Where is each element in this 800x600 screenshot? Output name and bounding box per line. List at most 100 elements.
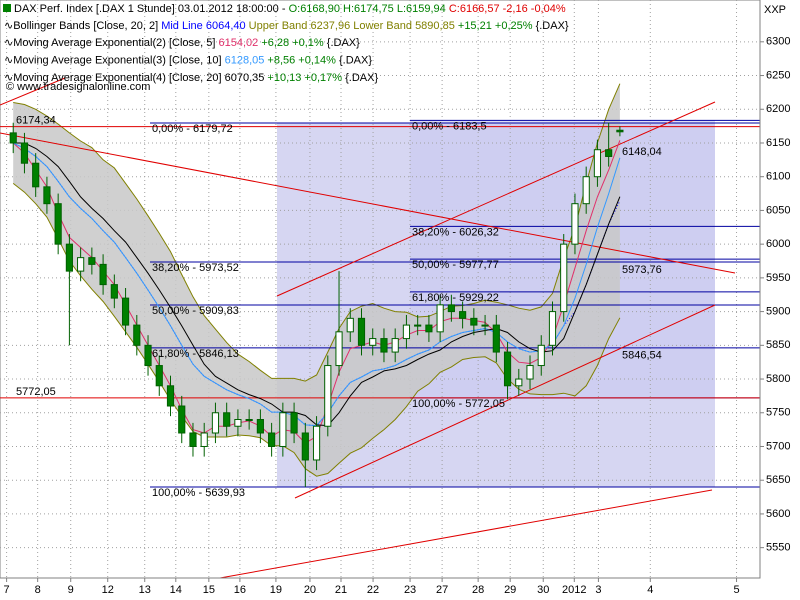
- candle-body: [357, 317, 366, 346]
- candle-body: [402, 324, 411, 340]
- x-tick-label: 5: [733, 584, 739, 596]
- candle-body: [155, 365, 163, 387]
- candle-body: [312, 425, 321, 461]
- candle-body: [279, 412, 287, 447]
- y-tick-label: 6000: [766, 238, 790, 250]
- upper-band: [13, 83, 621, 382]
- fib-label: 0,00% - 6183,5: [412, 120, 487, 132]
- fib-label: 38,20% - 6026,32: [412, 226, 499, 238]
- fib-label: 38,20% - 5973,52: [152, 262, 239, 274]
- candle-body: [380, 338, 388, 353]
- candle-body: [324, 365, 332, 427]
- candle-body: [223, 412, 231, 427]
- x-tick-label: 21: [335, 584, 347, 596]
- legend-symbol: {.DAX}: [536, 20, 569, 32]
- x-tick-label: 15: [203, 584, 215, 596]
- legend-name: Upper Band: [249, 20, 308, 32]
- x-tick-label: 23: [404, 584, 416, 596]
- y-tick-label: 5850: [766, 339, 790, 351]
- copyright: © www.tradesignalonline.com: [6, 81, 150, 93]
- candle-body: [166, 385, 175, 407]
- y-tick-label: 6200: [766, 103, 790, 115]
- fib-label: 61,80% - 5846,13: [152, 348, 239, 360]
- legend-value: 6154,02: [218, 37, 258, 49]
- legend-name: Lower Band: [353, 20, 412, 32]
- legend-symbol: {.DAX}: [345, 72, 378, 84]
- level-label: 5772,05: [16, 386, 56, 398]
- channel-label: 5846,54: [622, 350, 662, 362]
- x-tick-label: 13: [139, 584, 151, 596]
- x-tick-label: 7: [4, 584, 10, 596]
- candle-body: [32, 162, 40, 188]
- candle-body: [537, 344, 545, 367]
- y-tick-label: 5950: [766, 272, 790, 284]
- candle-body: [189, 432, 197, 447]
- trend-line: [0, 132, 736, 274]
- x-tick-label: 3: [595, 584, 601, 596]
- legend-change: +6,28 +0,1%: [261, 37, 324, 49]
- fib-label: 0,00% - 6179,72: [152, 123, 233, 135]
- x-tick-label: 19: [270, 584, 282, 596]
- level-label: 6174,34: [16, 114, 56, 126]
- header-ohl: O:6168,90 H:6174,75 L:6159,94: [289, 3, 446, 15]
- y-tick-label: 6100: [766, 171, 790, 183]
- candle-body: [211, 412, 220, 434]
- candle-body: [88, 257, 96, 265]
- legend-change: +8,56 +0,14%: [267, 54, 336, 66]
- legend-name: Moving Average Exponential(2) [Close, 5]: [13, 37, 215, 49]
- candle-body: [515, 378, 523, 387]
- legend-value: 6237,96: [310, 20, 350, 32]
- legend-line: ∿Bollinger Bands [Close, 20, 2] Mid Line…: [4, 20, 569, 32]
- trend-line: [294, 304, 716, 499]
- legend-line: DAX Perf. Index [.DAX 1 Stunde] 03.01.20…: [14, 3, 566, 15]
- x-tick-label: 30: [537, 584, 549, 596]
- legend-name: Moving Average Exponential(3) [Close, 10…: [13, 54, 221, 66]
- candle-body: [470, 317, 478, 326]
- candle-body: [77, 257, 85, 272]
- legend-symbol: {.DAX}: [339, 54, 372, 66]
- candle-body: [301, 432, 309, 461]
- candle-body: [335, 331, 343, 367]
- candle-body: [548, 311, 557, 346]
- y-tick-label: 5750: [766, 407, 790, 419]
- candle-body: [9, 132, 17, 144]
- legend-change: +10,13 +0,17%: [267, 72, 342, 84]
- candle-body: [492, 324, 500, 353]
- fib-label: 61,80% - 5929,22: [412, 292, 499, 304]
- x-tick-label: 29: [504, 584, 516, 596]
- candle-body: [447, 304, 455, 313]
- currency-label: XXP: [764, 4, 786, 16]
- trend-lines: [0, 77, 736, 579]
- candle-body: [54, 203, 62, 245]
- legend-icon: [3, 4, 11, 12]
- candle-body: [414, 324, 422, 327]
- y-tick-label: 5550: [766, 542, 790, 554]
- candle-body: [391, 338, 399, 353]
- candle-body: [436, 304, 444, 333]
- candle-body: [121, 297, 130, 326]
- x-tick-label: 12: [102, 584, 114, 596]
- text-layer: 5550 5600 5650 5700 5750 5800 5850 5900 5950 6000…: [4, 4, 791, 596]
- candle-body: [526, 365, 534, 380]
- candle-body: [425, 324, 433, 333]
- candle-body: [133, 324, 141, 346]
- x-tick-label: 4: [647, 584, 653, 596]
- x-tick-label: 22: [367, 584, 379, 596]
- candle-body: [99, 263, 107, 286]
- fib-layer: [0, 119, 760, 488]
- legend-line: ∿Moving Average Exponential(3) [Close, 1…: [4, 54, 372, 66]
- candle-layer: [9, 122, 624, 487]
- candle-body: [110, 284, 118, 299]
- candle-body: [178, 405, 186, 434]
- candle-body: [20, 142, 29, 164]
- candle-body: [346, 317, 354, 333]
- channel-label: 5973,76: [622, 264, 662, 276]
- header-close: C:6166,57 -2,16 -0,04%: [449, 3, 566, 15]
- fib-label: 50,00% - 5977,77: [412, 259, 499, 271]
- candle-body: [571, 203, 579, 245]
- candle-body: [560, 243, 568, 313]
- legend-name: Mid Line: [161, 20, 203, 32]
- candle-body: [582, 176, 590, 205]
- candle-body: [481, 324, 489, 327]
